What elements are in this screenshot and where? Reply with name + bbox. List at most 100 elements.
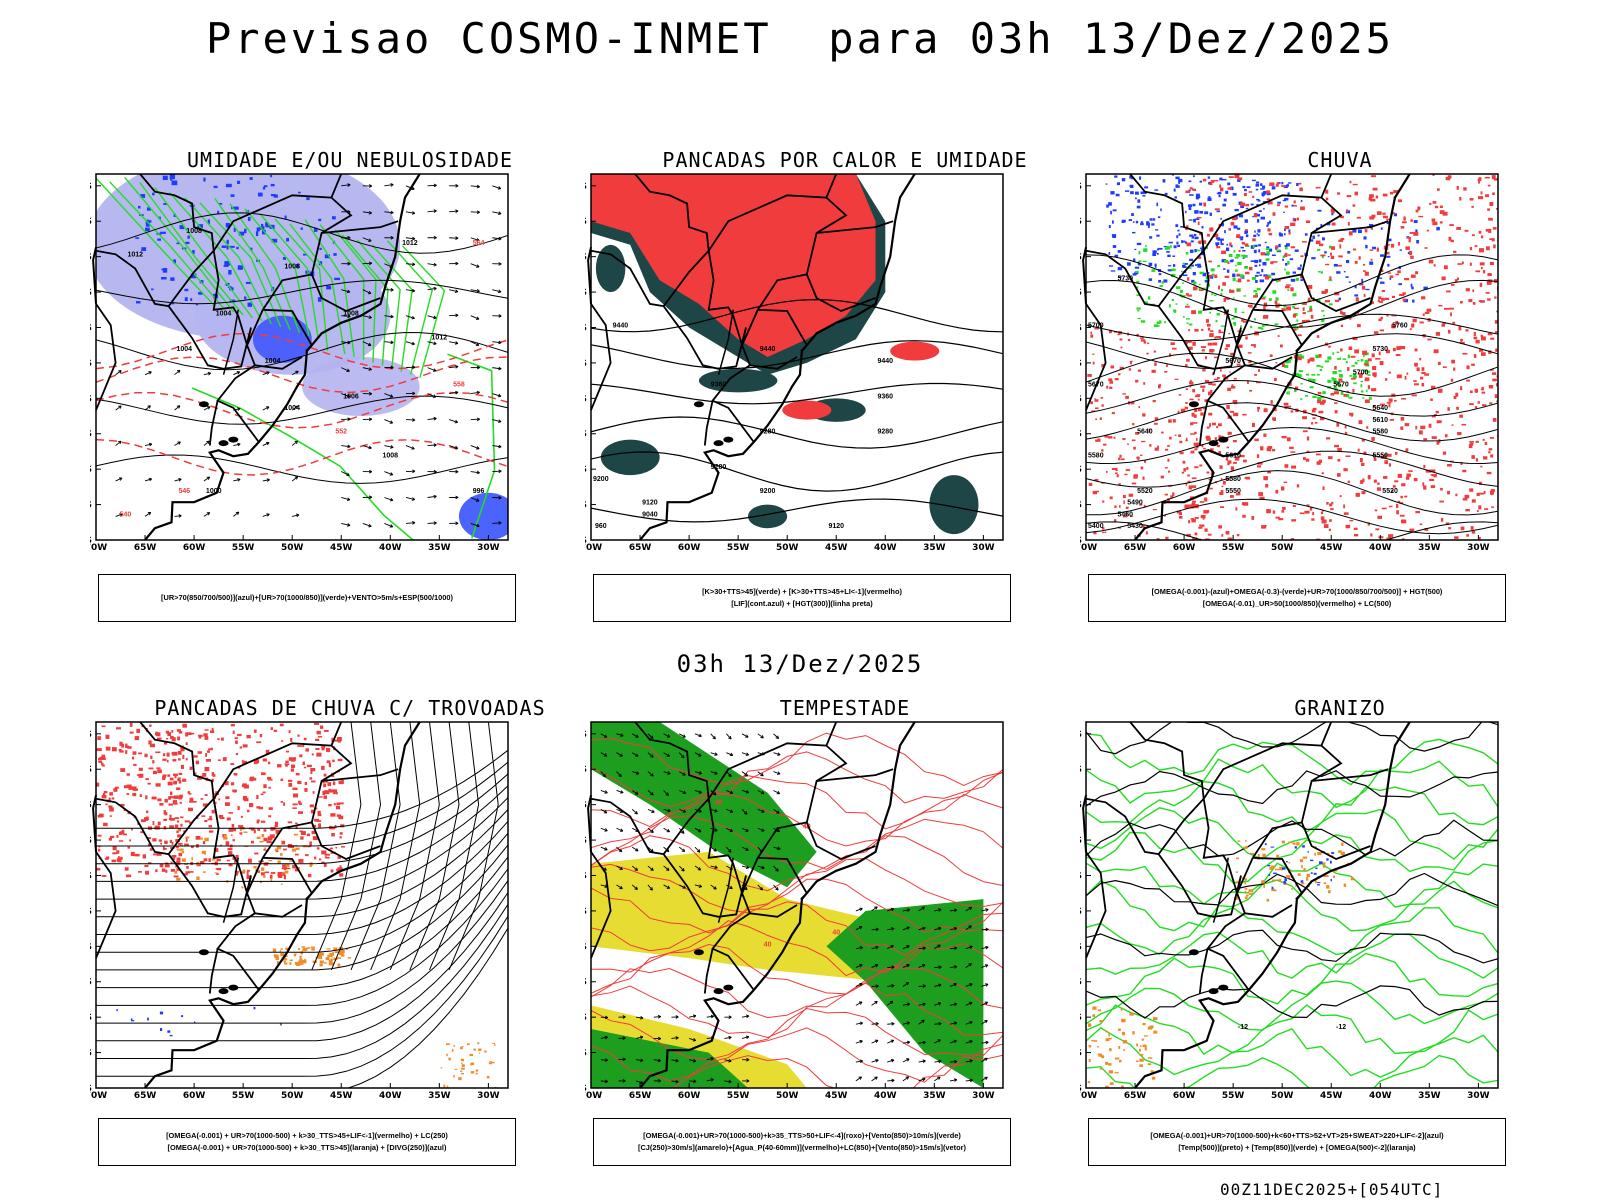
- lon-tick-label: 45W: [1320, 543, 1343, 553]
- lon-tick-label: 65W: [134, 543, 157, 553]
- contour-label: 9440: [760, 346, 776, 353]
- contour-label: 1008: [382, 452, 398, 459]
- lat-tick-label: 33S: [90, 430, 92, 440]
- lat-tick-label: 24S: [1080, 323, 1082, 333]
- legend-line: [K>30+TTS>45](verde) + [K>30+TTS>45+LI<-…: [702, 587, 902, 596]
- lon-tick-label: 30W: [1467, 1091, 1490, 1101]
- contour-label: 1012: [432, 334, 448, 341]
- contour-label: 564: [473, 240, 485, 247]
- map-base: [587, 721, 916, 1089]
- lat-tick-label: 12S: [1080, 730, 1082, 740]
- contour-label: 9360: [877, 393, 893, 400]
- contour-label: 1012: [127, 252, 143, 259]
- panel-pancadas-calor: PANCADAS POR CALOR E UMIDADE 9440 9440 944…: [585, 148, 1085, 622]
- contour-label: 48: [715, 800, 723, 807]
- panel-granizo: GRANIZO -12 -12 12S 15S 18S 21S 24S 27S 30S 33S 36…: [1080, 696, 1580, 1166]
- lat-tick-label: 24S: [585, 323, 587, 333]
- contour-label: 5730: [1117, 275, 1133, 282]
- map-base: [1082, 721, 1411, 1089]
- panel-title: TEMPESTADE: [779, 696, 911, 720]
- contour-label: 9440: [877, 358, 893, 365]
- contour-label: 1008: [343, 311, 359, 318]
- map-pancadas-calor: 9440 9440 9440 9360 9360 9280 9280 9280 9200 9200…: [585, 173, 1004, 553]
- lon-tick-label: 70W: [90, 543, 107, 553]
- lat-tick-label: 18S: [1080, 253, 1082, 263]
- contour-label: 546: [178, 488, 190, 495]
- legend-box: [OMEGA(-0.001)+UR>70(1000-500)+k<60+TTS>…: [1088, 1118, 1506, 1166]
- map-base: [1082, 173, 1411, 541]
- contour-label: 960: [595, 523, 607, 530]
- lon-tick-label: 40W: [874, 543, 897, 553]
- map-granizo: -12 -12 12S 15S 18S 21S 24S 27S 30S 33S 36S 39S 42S7…: [1080, 721, 1499, 1101]
- contour-label: 558: [453, 382, 465, 389]
- lon-tick-label: 35W: [1418, 1091, 1441, 1101]
- map-frame: 12S 15S 18S 21S 24S 27S 30S 33S 36S 39S 42S70W 65W 6…: [90, 173, 509, 553]
- lat-tick-label: 30S: [90, 942, 92, 952]
- lon-tick-label: 55W: [727, 543, 750, 553]
- contour-label: 1006: [343, 393, 359, 400]
- contour-label: 5550: [1225, 488, 1241, 495]
- panel-chuva: CHUVA 5730 5760 5700 5730 5670 5700 5670 5670 56…: [1080, 148, 1580, 622]
- lat-tick-label: 36S: [585, 465, 587, 475]
- lon-tick-label: 55W: [1222, 543, 1245, 553]
- lon-tick-label: 55W: [727, 1091, 750, 1101]
- lon-tick-label: 35W: [923, 543, 946, 553]
- legend-line: [OMEGA(-0.001) + UR>70(1000-500) + k>30_…: [167, 1143, 447, 1152]
- lon-tick-label: 55W: [232, 1091, 255, 1101]
- lon-tick-label: 40W: [874, 1091, 897, 1101]
- lon-tick-label: 60W: [183, 1091, 206, 1101]
- lat-tick-label: 18S: [90, 253, 92, 263]
- contour-label: 40: [764, 941, 772, 948]
- panel-trovoadas: PANCADAS DE CHUVA C/ TROVOADAS 12S 15S 18S…: [90, 696, 590, 1166]
- lon-tick-label: 60W: [1173, 1091, 1196, 1101]
- contour-label: 996: [473, 488, 485, 495]
- lon-tick-label: 50W: [1271, 1091, 1294, 1101]
- lon-tick-label: 30W: [477, 1091, 500, 1101]
- lon-tick-label: 35W: [1418, 543, 1441, 553]
- contour-label: 1004: [216, 311, 232, 318]
- contour-label: 5610: [1372, 417, 1388, 424]
- lon-tick-label: 65W: [629, 1091, 652, 1101]
- lon-tick-label: 70W: [1080, 543, 1097, 553]
- contour-label: 40: [803, 823, 811, 830]
- lon-tick-label: 30W: [972, 543, 995, 553]
- lat-tick-label: 30S: [90, 394, 92, 404]
- contour-label: 1004: [284, 405, 300, 412]
- lon-tick-label: 50W: [776, 543, 799, 553]
- lon-tick-label: 35W: [428, 543, 451, 553]
- lat-tick-label: 42S: [1080, 1084, 1082, 1094]
- lat-tick-label: 42S: [1080, 536, 1082, 546]
- map-base: [92, 721, 421, 1089]
- contour-label: 1008: [284, 263, 300, 270]
- lon-tick-label: 30W: [972, 1091, 995, 1101]
- lon-tick-label: 55W: [232, 543, 255, 553]
- lat-tick-label: 18S: [90, 801, 92, 811]
- contour-label: 5730: [1372, 346, 1388, 353]
- contour-label: 9120: [828, 523, 844, 530]
- contour-label: 1004: [176, 346, 192, 353]
- contour-label: 5700: [1353, 370, 1369, 377]
- legend-box: [OMEGA(-0.001)+UR>70(1000-500)+k>35_TTS>…: [593, 1118, 1011, 1166]
- lat-tick-label: 21S: [90, 836, 92, 846]
- contour-label: 5400: [1088, 523, 1104, 530]
- lat-tick-label: 27S: [1080, 907, 1082, 917]
- contour-label: 5670: [1333, 382, 1349, 389]
- panel-title: PANCADAS DE CHUVA C/ TROVOADAS: [154, 696, 546, 720]
- lat-tick-label: 15S: [1080, 217, 1082, 227]
- lat-tick-label: 15S: [90, 217, 92, 227]
- lon-tick-label: 50W: [1271, 543, 1294, 553]
- contour-label: 552: [335, 429, 347, 436]
- contour-label: 5550: [1372, 452, 1388, 459]
- contour-label: 5490: [1127, 500, 1143, 507]
- lon-tick-label: 40W: [379, 1091, 402, 1101]
- lat-tick-label: 39S: [90, 1049, 92, 1059]
- legend-line: [LIF](cont.azul) + [HGT(300)](linha pret…: [731, 599, 873, 608]
- lat-tick-label: 24S: [90, 323, 92, 333]
- map-frame: 12S 15S 18S 21S 24S 27S 30S 33S 36S 39S 42S70W 65W 6…: [90, 721, 509, 1101]
- lat-tick-label: 39S: [585, 1049, 587, 1059]
- lat-tick-label: 36S: [90, 465, 92, 475]
- contour-label: 9440: [613, 322, 629, 329]
- lon-tick-label: 65W: [134, 1091, 157, 1101]
- contour-label: 9280: [760, 429, 776, 436]
- lon-tick-label: 45W: [330, 1091, 353, 1101]
